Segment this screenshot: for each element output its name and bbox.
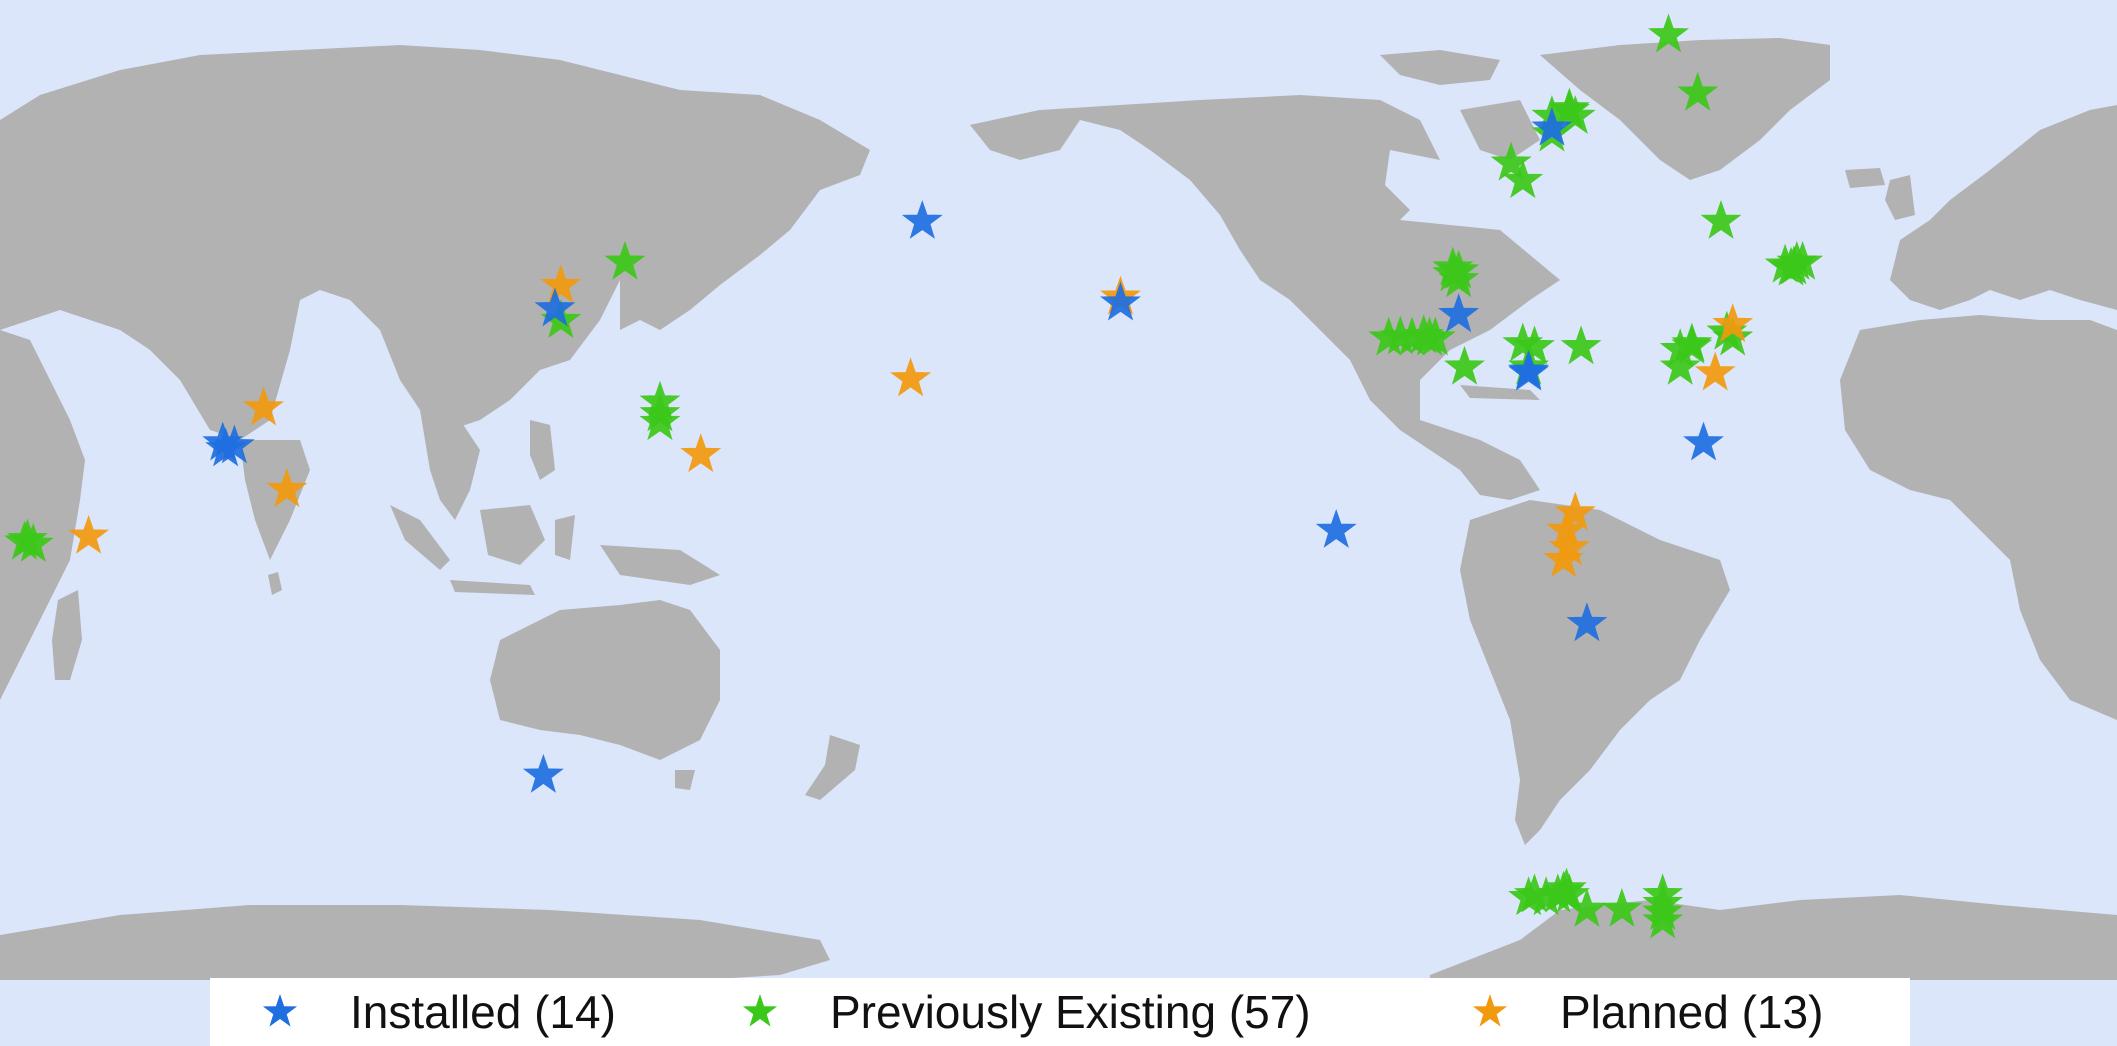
star-icon — [742, 994, 778, 1027]
legend-item-planned: Planned (13) — [1470, 985, 1823, 1039]
land-arctic-islands — [1380, 50, 1500, 85]
land-tasmania — [675, 770, 695, 790]
land-baffin — [1460, 100, 1540, 160]
land-alaska — [970, 110, 1080, 160]
marker-previously-existing — [1648, 13, 1690, 53]
land-antarctica-east — [1430, 895, 2117, 980]
marker-planned — [68, 514, 110, 554]
marker-installed — [522, 753, 564, 793]
land-new-zealand — [805, 735, 860, 800]
land-sulawesi — [555, 515, 575, 560]
marker-previously-existing — [1642, 899, 1684, 939]
marker-previously-existing — [1444, 345, 1485, 385]
marker-installed — [1566, 602, 1608, 642]
legend-label-planned: Planned (13) — [1560, 986, 1824, 1038]
land-africa-west — [1840, 315, 2117, 720]
marker-previously-existing — [12, 522, 54, 562]
land-sri-lanka — [268, 572, 282, 595]
land-madagascar — [52, 590, 82, 680]
land-antarctica — [0, 905, 830, 980]
land-central-america — [1420, 420, 1540, 500]
marker-previously-existing — [1671, 324, 1713, 364]
marker-installed — [901, 199, 943, 239]
marker-planned — [243, 386, 284, 426]
land-greenland — [1540, 38, 1830, 180]
marker-installed — [1315, 508, 1357, 548]
land-se-asia — [420, 410, 480, 520]
marker-planned — [680, 433, 722, 473]
legend-item-installed: Installed (14) — [260, 985, 740, 1039]
land-africa-east — [0, 330, 85, 700]
land-philippines — [530, 420, 555, 480]
land-java — [450, 580, 535, 595]
marker-previously-existing — [1712, 316, 1754, 356]
land-britain — [1885, 175, 1915, 220]
land-sumatra — [390, 505, 450, 570]
legend-label-installed: Installed (14) — [350, 986, 616, 1038]
land-south-america — [1460, 500, 1730, 845]
marker-planned — [1543, 538, 1585, 578]
marker-previously-existing — [1546, 867, 1587, 907]
marker-previously-existing — [1566, 887, 1608, 927]
marker-previously-existing — [639, 401, 681, 441]
land-korea — [595, 270, 610, 310]
marker-installed — [1531, 106, 1573, 146]
marker-previously-existing — [1502, 159, 1544, 199]
marker-previously-existing — [1773, 245, 1815, 285]
marker-previously-existing — [604, 240, 646, 280]
land-india — [240, 440, 310, 560]
marker-previously-existing — [1601, 887, 1643, 927]
marker-installed — [534, 287, 576, 327]
marker-previously-existing — [1513, 325, 1555, 365]
marker-installed — [1508, 349, 1550, 389]
marker-previously-existing — [1560, 325, 1602, 365]
marker-planned — [1554, 491, 1596, 531]
marker-installed — [1683, 421, 1724, 461]
marker-previously-existing — [1438, 249, 1480, 289]
land-borneo — [480, 505, 545, 565]
hudson-bay — [1385, 150, 1445, 210]
station-markers — [4, 13, 1824, 939]
marker-installed — [1100, 281, 1141, 321]
star-icon — [262, 994, 298, 1027]
land-europe — [1890, 105, 2117, 310]
marker-installed — [1438, 293, 1480, 333]
land-iceland — [1845, 168, 1885, 188]
land-cuba — [1460, 385, 1540, 400]
land-australia — [490, 600, 720, 760]
land-ne-asia — [700, 100, 760, 200]
legend-item-previously-existing: Previously Existing (57) — [740, 985, 1470, 1039]
marker-previously-existing — [1677, 71, 1719, 111]
land-new-guinea — [600, 545, 720, 585]
legend-label-previously-existing: Previously Existing (57) — [830, 986, 1311, 1038]
marker-planned — [1712, 303, 1754, 343]
legend: Installed (14) Previously Existing (57) … — [210, 978, 1910, 1046]
marker-planned — [266, 468, 308, 508]
marker-previously-existing — [1659, 345, 1701, 385]
marker-planned — [890, 357, 932, 397]
land-japan — [620, 220, 665, 330]
marker-previously-existing — [1548, 87, 1590, 127]
marker-previously-existing — [1403, 314, 1445, 354]
marker-planned — [540, 264, 582, 304]
land-eurasia — [0, 45, 870, 440]
star-icon — [1472, 994, 1508, 1027]
marker-previously-existing — [1490, 141, 1532, 181]
marker-installed — [213, 424, 255, 464]
marker-previously-existing — [1700, 199, 1742, 239]
marker-planned — [1694, 351, 1736, 391]
landmasses — [0, 38, 2117, 980]
